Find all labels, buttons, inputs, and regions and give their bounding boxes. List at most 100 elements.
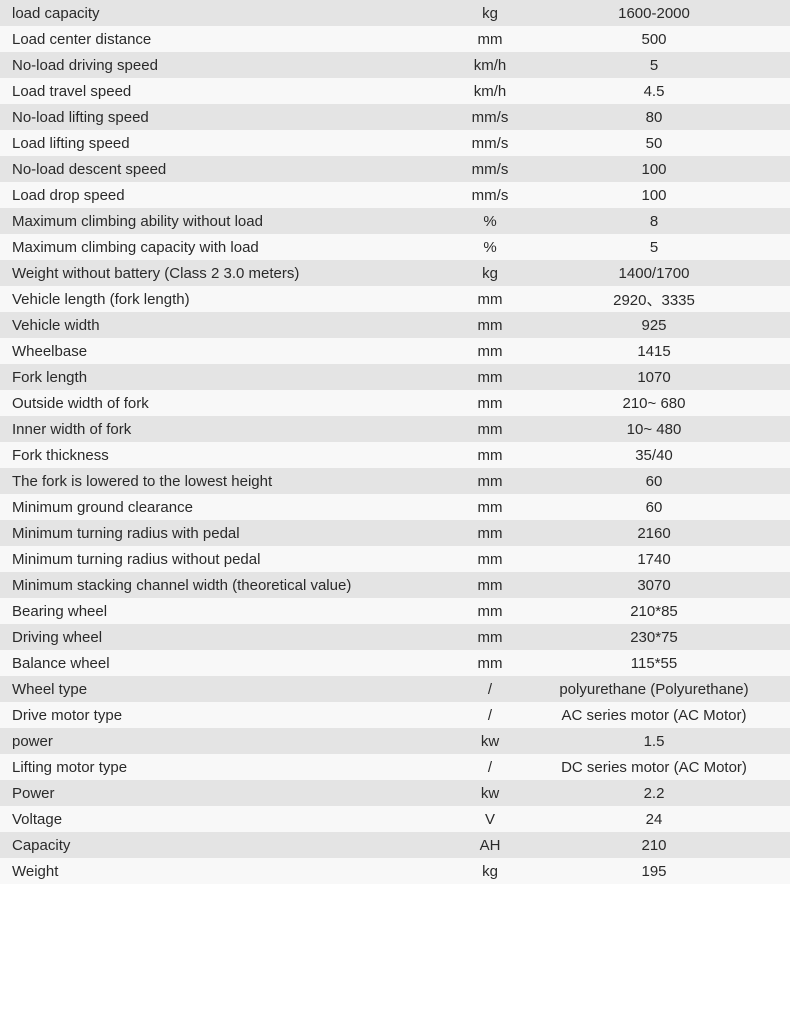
spec-value: 1400/1700: [530, 265, 790, 282]
spec-value: 210~ 680: [530, 395, 790, 412]
spec-value: 1600-2000: [530, 5, 790, 22]
spec-value: 3070: [530, 577, 790, 594]
spec-label: Minimum turning radius without pedal: [0, 551, 450, 568]
spec-value: 5: [530, 239, 790, 256]
table-row: Minimum ground clearancemm60: [0, 494, 790, 520]
spec-value: 60: [530, 473, 790, 490]
spec-unit: mm: [450, 343, 530, 360]
spec-value: 1415: [530, 343, 790, 360]
spec-value: 2160: [530, 525, 790, 542]
spec-label: Load lifting speed: [0, 135, 450, 152]
spec-label: Weight without battery (Class 2 3.0 mete…: [0, 265, 450, 282]
spec-label: Load center distance: [0, 31, 450, 48]
spec-unit: mm: [450, 603, 530, 620]
spec-unit: kw: [450, 785, 530, 802]
spec-label: Minimum ground clearance: [0, 499, 450, 516]
spec-unit: km/h: [450, 83, 530, 100]
spec-label: Driving wheel: [0, 629, 450, 646]
table-row: Driving wheelmm230*75: [0, 624, 790, 650]
table-row: Wheel type/polyurethane (Polyurethane): [0, 676, 790, 702]
spec-unit: kg: [450, 265, 530, 282]
spec-unit: mm: [450, 499, 530, 516]
table-row: Outside width of forkmm210~ 680: [0, 390, 790, 416]
spec-unit: mm: [450, 629, 530, 646]
spec-unit: mm: [450, 421, 530, 438]
table-row: Weightkg195: [0, 858, 790, 884]
spec-unit: mm: [450, 447, 530, 464]
spec-label: Outside width of fork: [0, 395, 450, 412]
spec-value: 230*75: [530, 629, 790, 646]
spec-value: 2.2: [530, 785, 790, 802]
spec-value: 195: [530, 863, 790, 880]
table-row: VoltageV24: [0, 806, 790, 832]
spec-label: Fork thickness: [0, 447, 450, 464]
table-row: Load center distancemm500: [0, 26, 790, 52]
spec-unit: mm/s: [450, 109, 530, 126]
spec-value: AC series motor (AC Motor): [530, 707, 790, 724]
spec-unit: mm: [450, 369, 530, 386]
spec-value: 100: [530, 187, 790, 204]
table-row: Bearing wheelmm210*85: [0, 598, 790, 624]
spec-unit: %: [450, 239, 530, 256]
spec-label: power: [0, 733, 450, 750]
spec-value: 100: [530, 161, 790, 178]
spec-label: Power: [0, 785, 450, 802]
table-row: Fork lengthmm1070: [0, 364, 790, 390]
spec-label: Maximum climbing capacity with load: [0, 239, 450, 256]
spec-value: 1.5: [530, 733, 790, 750]
spec-label: No-load descent speed: [0, 161, 450, 178]
table-row: Balance wheelmm115*55: [0, 650, 790, 676]
spec-unit: /: [450, 759, 530, 776]
spec-value: 4.5: [530, 83, 790, 100]
spec-value: 50: [530, 135, 790, 152]
spec-value: 925: [530, 317, 790, 334]
spec-label: The fork is lowered to the lowest height: [0, 473, 450, 490]
spec-label: Inner width of fork: [0, 421, 450, 438]
spec-value: 210: [530, 837, 790, 854]
spec-value: 2920、3335: [530, 289, 790, 310]
spec-value: 5: [530, 57, 790, 74]
spec-label: Minimum stacking channel width (theoreti…: [0, 577, 450, 594]
spec-unit: AH: [450, 837, 530, 854]
spec-unit: km/h: [450, 57, 530, 74]
spec-unit: mm: [450, 317, 530, 334]
spec-unit: V: [450, 811, 530, 828]
table-row: Inner width of forkmm10~ 480: [0, 416, 790, 442]
table-row: Minimum stacking channel width (theoreti…: [0, 572, 790, 598]
spec-label: Voltage: [0, 811, 450, 828]
spec-label: Load drop speed: [0, 187, 450, 204]
spec-unit: kw: [450, 733, 530, 750]
spec-value: 1740: [530, 551, 790, 568]
spec-value: 24: [530, 811, 790, 828]
spec-unit: mm/s: [450, 161, 530, 178]
table-row: Maximum climbing ability without load%8: [0, 208, 790, 234]
spec-unit: kg: [450, 863, 530, 880]
table-row: No-load driving speedkm/h5: [0, 52, 790, 78]
table-row: Vehicle widthmm925: [0, 312, 790, 338]
spec-label: No-load driving speed: [0, 57, 450, 74]
spec-label: Wheel type: [0, 681, 450, 698]
spec-value: 35/40: [530, 447, 790, 464]
table-row: No-load lifting speedmm/s80: [0, 104, 790, 130]
table-row: Fork thicknessmm35/40: [0, 442, 790, 468]
spec-label: Lifting motor type: [0, 759, 450, 776]
spec-label: Drive motor type: [0, 707, 450, 724]
spec-unit: mm: [450, 473, 530, 490]
spec-unit: mm: [450, 551, 530, 568]
table-row: load capacitykg1600-2000: [0, 0, 790, 26]
table-row: Load drop speedmm/s100: [0, 182, 790, 208]
spec-unit: /: [450, 707, 530, 724]
spec-unit: mm: [450, 525, 530, 542]
spec-value: 60: [530, 499, 790, 516]
spec-unit: /: [450, 681, 530, 698]
spec-label: No-load lifting speed: [0, 109, 450, 126]
spec-unit: kg: [450, 5, 530, 22]
spec-table: load capacitykg1600-2000Load center dist…: [0, 0, 790, 884]
spec-value: 8: [530, 213, 790, 230]
spec-unit: mm: [450, 395, 530, 412]
table-row: Load travel speedkm/h4.5: [0, 78, 790, 104]
spec-unit: mm/s: [450, 187, 530, 204]
table-row: CapacityAH210: [0, 832, 790, 858]
spec-value: 500: [530, 31, 790, 48]
spec-label: Balance wheel: [0, 655, 450, 672]
